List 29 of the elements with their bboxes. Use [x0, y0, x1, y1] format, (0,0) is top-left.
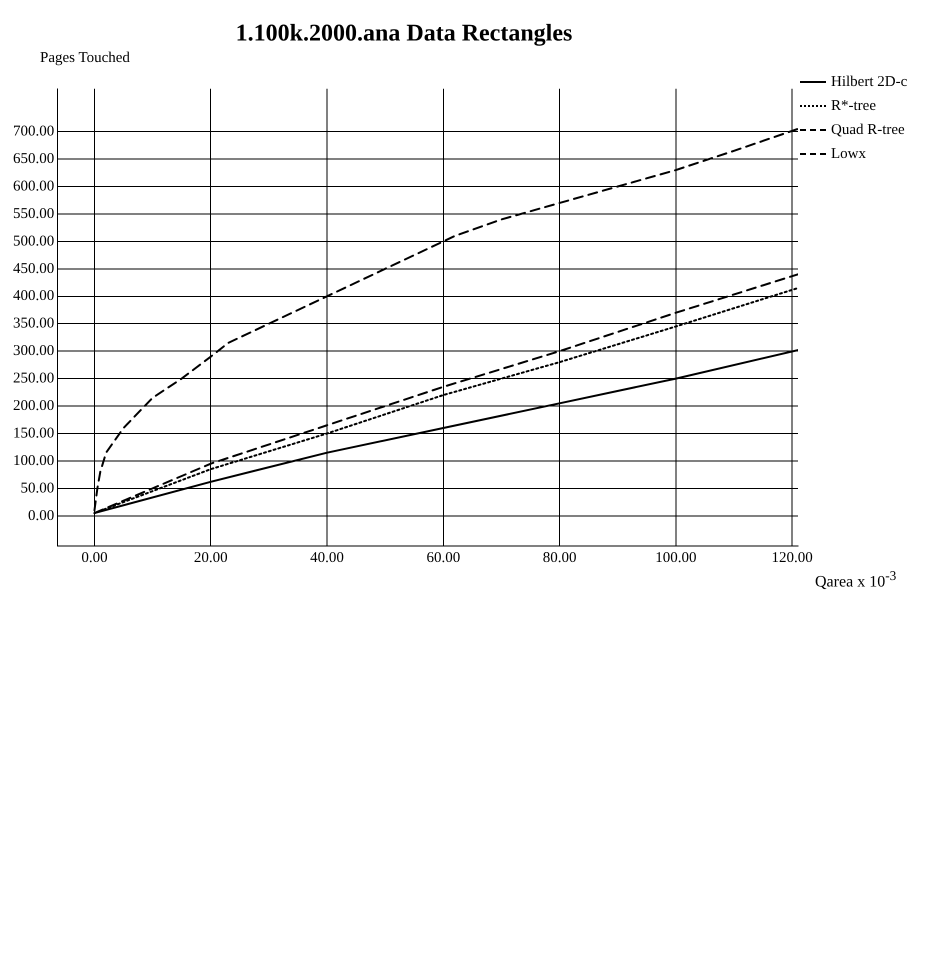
y-tick-label: 450.00 [13, 260, 54, 277]
y-tick-label: 250.00 [13, 370, 54, 387]
y-tick-label: 700.00 [13, 124, 54, 140]
x-tick-label: 100.00 [655, 550, 697, 566]
y-tick-label: 0.00 [28, 508, 54, 524]
y-tick-label: 300.00 [13, 343, 54, 360]
legend-label: R*-tree [831, 98, 876, 114]
y-tick-label: 400.00 [13, 288, 54, 304]
y-tick-label: 600.00 [13, 178, 54, 194]
y-tick-label: 650.00 [13, 150, 54, 167]
y-tick-label: 350.00 [13, 316, 54, 332]
legend-label: Quad R-tree [831, 122, 905, 138]
chart-title: 1.100k.2000.ana Data Rectangles [236, 20, 572, 47]
y-tick-label: 100.00 [13, 452, 54, 469]
y-axis-title: Pages Touched [40, 50, 130, 67]
x-tick-label: 120.00 [772, 550, 813, 566]
y-tick-label: 150.00 [13, 425, 54, 442]
y-tick-label: 550.00 [13, 206, 54, 222]
x-tick-label: 0.00 [81, 550, 108, 566]
x-tick-label: 20.00 [194, 550, 228, 566]
legend-label: Hilbert 2D-c [831, 74, 908, 90]
y-tick-label: 50.00 [20, 480, 54, 496]
x-axis-title: Qarea x 10$^{-3}$ [815, 568, 896, 592]
legend-label: Lowx [831, 146, 866, 162]
x-tick-label: 40.00 [310, 550, 344, 566]
y-tick-label: 200.00 [13, 398, 54, 414]
x-tick-label: 60.00 [426, 550, 460, 566]
y-tick-label: 500.00 [13, 233, 54, 250]
x-tick-label: 80.00 [542, 550, 576, 566]
